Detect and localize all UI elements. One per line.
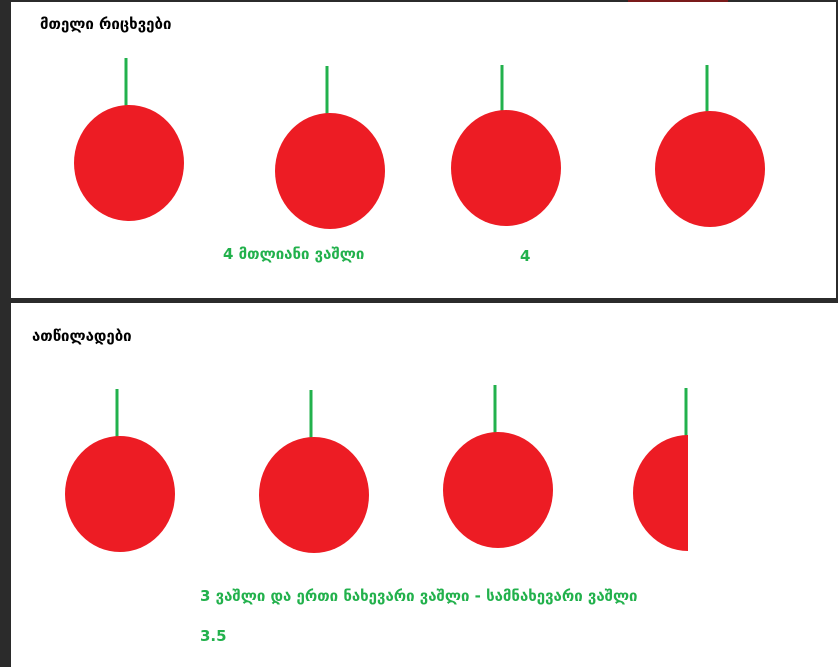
apple-body (275, 113, 385, 229)
apple-icon (451, 65, 561, 226)
apple-body (451, 110, 561, 226)
whole-apples-caption: 4 მთლიანი ვაშლი (223, 245, 365, 263)
half-apple-body (633, 435, 688, 551)
apple-icon (275, 66, 385, 229)
whole-numbers-heading: მთელი რიცხვები (40, 15, 172, 33)
decimal-apples-value: 3.5 (200, 627, 227, 645)
apple-icon (443, 385, 553, 548)
apple-body (74, 105, 184, 221)
apple-body (65, 436, 175, 552)
top-edge-strip (628, 0, 728, 3)
apple-body (443, 432, 553, 548)
apple-icon (655, 65, 765, 227)
decimal-apples-caption: 3 ვაშლი და ერთი ნახევარი ვაშლი - სამნახე… (200, 587, 638, 605)
apple-body (259, 437, 369, 553)
apple-icon (65, 389, 175, 552)
apple-icon (74, 58, 184, 221)
whole-apples-value: 4 (520, 247, 531, 265)
decimals-heading: ათწილადები (32, 327, 132, 345)
apple-body (655, 111, 765, 227)
half-apple-icon (633, 388, 688, 551)
apple-icon (259, 390, 369, 553)
